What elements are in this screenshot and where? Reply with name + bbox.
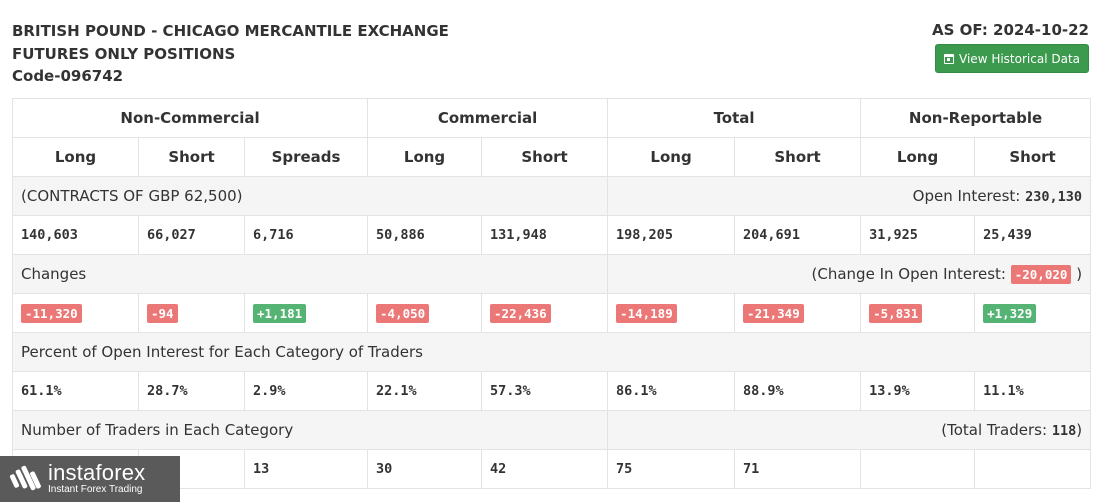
percent-cell: 22.1% [367, 371, 483, 411]
value-cell: 31,925 [860, 215, 976, 255]
group-commercial: Commercial [367, 98, 609, 138]
change-oi-close: ) [1076, 264, 1083, 283]
total-traders: (Total Traders: 118) [607, 410, 1092, 450]
percent-cell: 13.9% [860, 371, 976, 411]
change-badge: -4,050 [376, 303, 430, 323]
value-cell: 140,603 [12, 215, 139, 255]
change-badge: -14,189 [616, 303, 677, 323]
title-line-2: FUTURES ONLY POSITIONS [12, 44, 236, 63]
percent-cell: 57.3% [481, 371, 609, 411]
total-traders-close: ) [1076, 421, 1083, 439]
contracts-section-row: (CONTRACTS OF GBP 62,500) Open Interest:… [11, 176, 1092, 216]
traders-values-row: 21 13 30 42 75 71 [12, 449, 1092, 489]
col-header: Short [734, 137, 862, 177]
traders-label: Number of Traders in Each Category [11, 410, 609, 450]
change-badge: -11,320 [21, 303, 82, 323]
change-badge: -21,349 [743, 303, 804, 323]
change-badge: -22,436 [490, 303, 551, 323]
col-header: Long [12, 137, 139, 177]
value-cell: 131,948 [481, 215, 609, 255]
total-traders-value: 118 [1051, 423, 1077, 439]
calendar-icon [944, 53, 955, 64]
traders-section-row: Number of Traders in Each Category (Tota… [11, 410, 1092, 450]
traders-cell [860, 449, 976, 489]
column-header-row: Long Short Spreads Long Short Long Short… [12, 137, 1092, 177]
value-cell: 50,886 [367, 215, 483, 255]
percent-cell: 28.7% [138, 371, 245, 411]
report-title: BRITISH POUND - CHICAGO MERCANTILE EXCHA… [12, 20, 449, 88]
change-oi-badge: -20,020 [1010, 264, 1072, 284]
title-line-1: BRITISH POUND - CHICAGO MERCANTILE EXCHA… [12, 22, 449, 40]
changes-values-row: -11,320 -94 +1,181 -4,050 -22,436 -14,18… [12, 293, 1092, 333]
change-badge: +1,329 [983, 303, 1037, 323]
group-non-commercial: Non-Commercial [11, 98, 369, 138]
changes-label: Changes [11, 254, 609, 294]
percent-label: Percent of Open Interest for Each Catego… [11, 332, 1092, 372]
col-header: Long [367, 137, 483, 177]
instaforex-watermark: instaforex Instant Forex Trading [0, 456, 180, 502]
group-header-row: Non-Commercial Commercial Total Non-Repo… [11, 98, 1092, 138]
cot-table: Non-Commercial Commercial Total Non-Repo… [11, 98, 1092, 489]
change-badge: -94 [147, 303, 178, 323]
value-cell: 66,027 [138, 215, 245, 255]
col-header: Short [481, 137, 609, 177]
traders-cell: 13 [243, 449, 369, 489]
watermark-tagline: Instant Forex Trading [48, 484, 143, 495]
percent-cell: 88.9% [734, 371, 862, 411]
col-header: Long [607, 137, 736, 177]
col-header: Spreads [243, 137, 369, 177]
open-interest: Open Interest: 230,130 [607, 176, 1092, 216]
change-cell: -22,436 [481, 293, 609, 333]
change-cell: +1,181 [243, 293, 369, 333]
open-interest-value: 230,130 [1025, 189, 1083, 205]
watermark-name: instaforex [48, 460, 146, 485]
open-interest-label: Open Interest: [912, 187, 1021, 205]
changes-section-row: Changes (Change In Open Interest: -20,02… [11, 254, 1092, 294]
traders-cell [974, 449, 1092, 489]
traders-cell: 30 [367, 449, 483, 489]
contracts-label: (CONTRACTS OF GBP 62,500) [11, 176, 609, 216]
change-oi-label: (Change In Open Interest: [811, 264, 1006, 283]
change-cell: +1,329 [974, 293, 1092, 333]
change-cell: -94 [138, 293, 245, 333]
as-of-date: AS OF: 2024-10-22 [932, 21, 1089, 39]
change-cell: -14,189 [607, 293, 736, 333]
percent-cell: 2.9% [243, 371, 369, 411]
change-open-interest: (Change In Open Interest: -20,020 ) [607, 254, 1092, 294]
total-traders-label: (Total Traders: [941, 421, 1048, 439]
change-cell: -5,831 [860, 293, 976, 333]
view-historical-data-label: View Historical Data [959, 51, 1080, 66]
value-cell: 198,205 [607, 215, 736, 255]
change-badge: +1,181 [253, 303, 307, 323]
change-badge: -5,831 [869, 303, 923, 323]
value-cell: 25,439 [974, 215, 1092, 255]
col-header: Long [860, 137, 976, 177]
col-header: Short [974, 137, 1092, 177]
contract-code: Code-096742 [12, 67, 124, 85]
percent-section-row: Percent of Open Interest for Each Catego… [11, 332, 1092, 372]
instaforex-logo-icon [8, 462, 42, 496]
col-header: Short [138, 137, 245, 177]
value-cell: 6,716 [243, 215, 369, 255]
percent-cell: 11.1% [974, 371, 1092, 411]
percent-values-row: 61.1% 28.7% 2.9% 22.1% 57.3% 86.1% 88.9%… [12, 371, 1092, 411]
percent-cell: 86.1% [607, 371, 736, 411]
value-cell: 204,691 [734, 215, 862, 255]
view-historical-data-button[interactable]: View Historical Data [935, 44, 1089, 73]
change-cell: -11,320 [12, 293, 139, 333]
change-cell: -4,050 [367, 293, 483, 333]
change-cell: -21,349 [734, 293, 862, 333]
contracts-values-row: 140,603 66,027 6,716 50,886 131,948 198,… [12, 215, 1092, 255]
traders-cell: 42 [481, 449, 609, 489]
group-total: Total [607, 98, 862, 138]
group-non-reportable: Non-Reportable [860, 98, 1092, 138]
traders-cell: 71 [734, 449, 862, 489]
percent-cell: 61.1% [12, 371, 139, 411]
traders-cell: 75 [607, 449, 736, 489]
